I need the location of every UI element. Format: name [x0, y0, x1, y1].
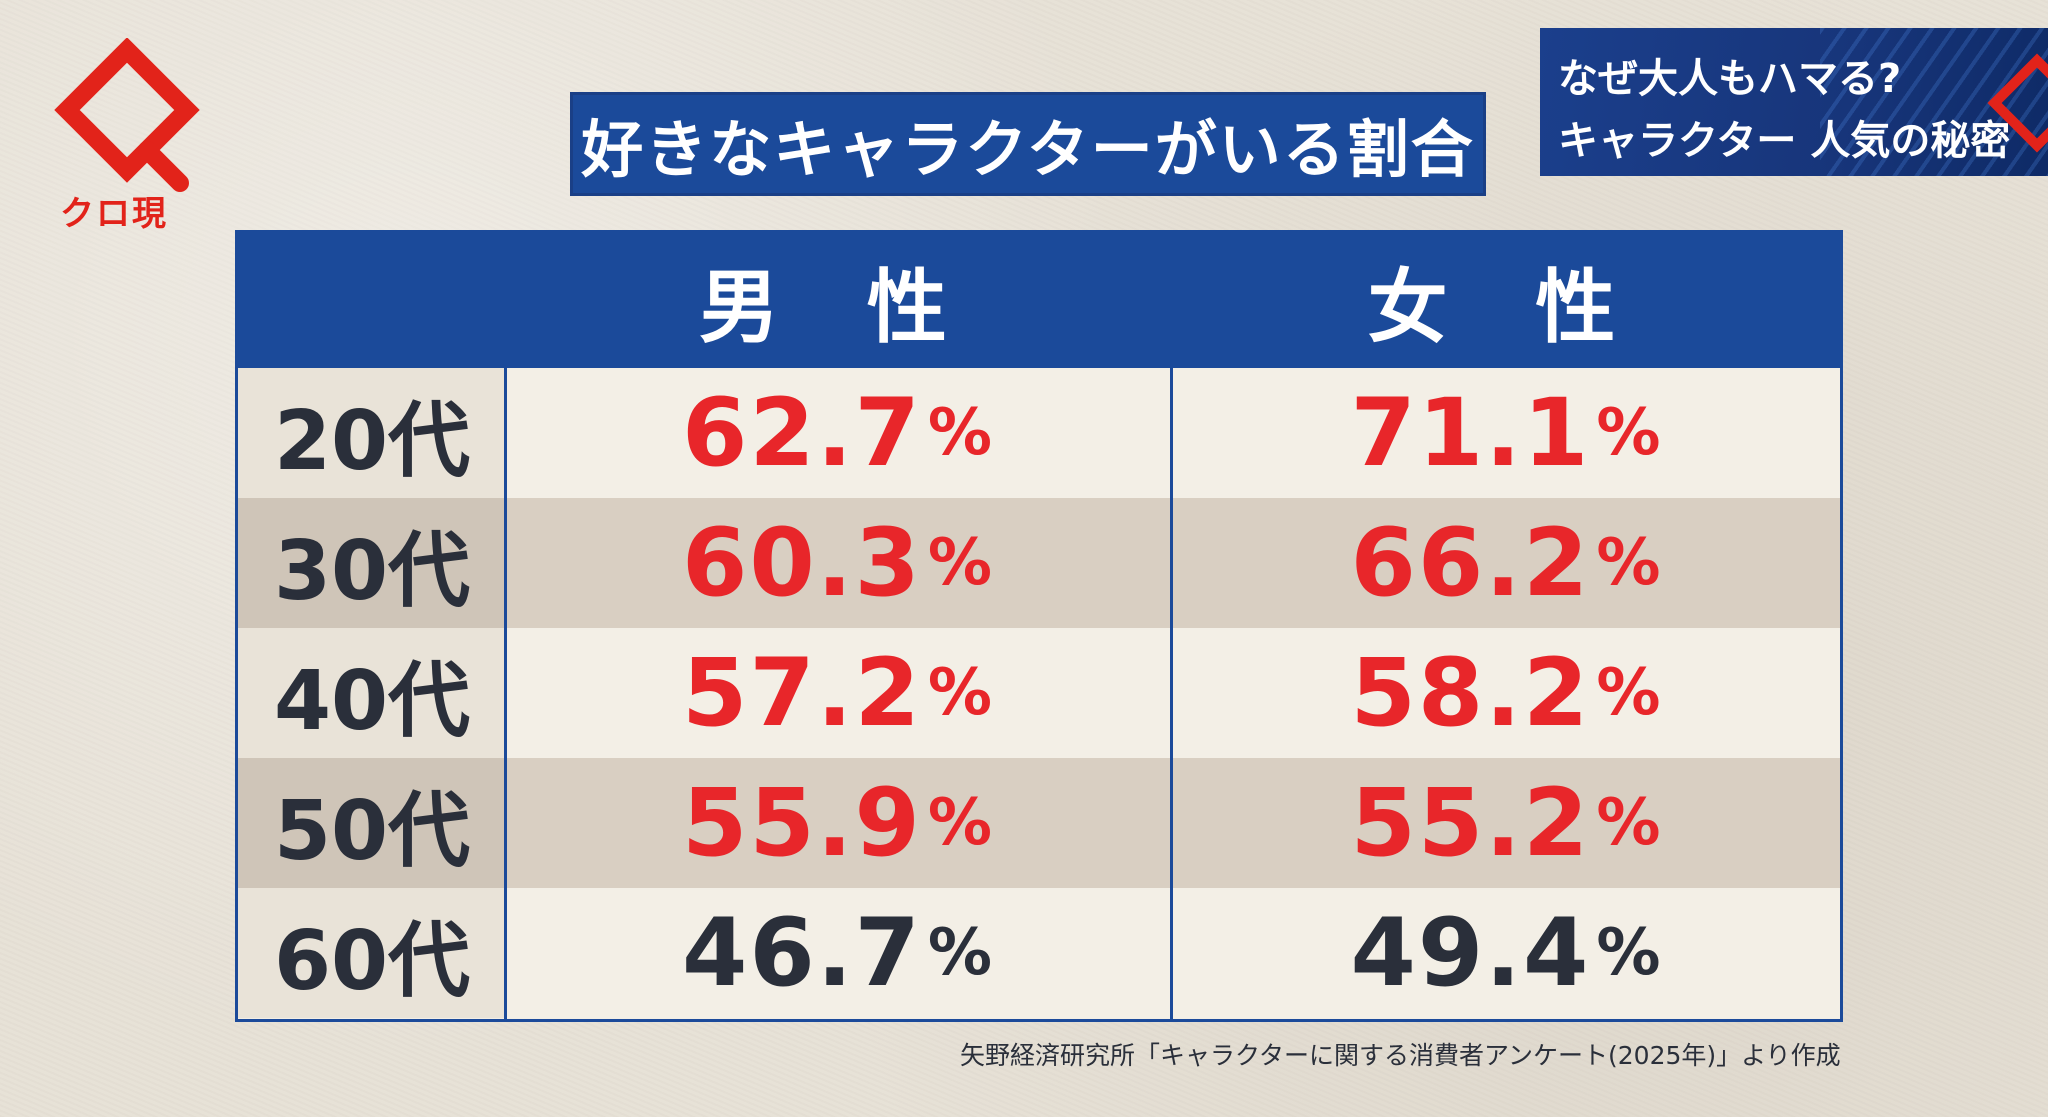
- percent-sign: %: [927, 656, 995, 730]
- data-table: 男 性 女 性 20代 62.7% 71.1% 30代 60.3% 66.2% 40代 57.…: [235, 230, 1843, 1022]
- percent-sign: %: [927, 786, 995, 860]
- program-logo-label: クロ現: [60, 194, 168, 234]
- column-header-male: 男 性: [699, 260, 977, 354]
- segment-title-line-1: なぜ大人もハマる?: [1558, 56, 1902, 102]
- banner-pattern: [1820, 28, 2048, 176]
- age-group-label: 20代: [238, 368, 506, 498]
- female-value-cell: 58.2%: [1173, 628, 1840, 758]
- female-value-cell: 66.2%: [1173, 498, 1840, 628]
- segment-banner: なぜ大人もハマる? キャラクター 人気の秘密: [1540, 28, 2048, 176]
- male-percentage-value: 55.9: [681, 768, 922, 878]
- column-header-female: 女 性: [1367, 260, 1646, 354]
- percent-sign: %: [1596, 396, 1663, 470]
- female-percentage-value: 66.2: [1350, 508, 1591, 618]
- table-row: 50代 55.9% 55.2%: [238, 758, 1840, 888]
- column-divider: [504, 233, 507, 1019]
- male-percentage-value: 46.7: [681, 898, 922, 1008]
- program-logo-icon: [54, 38, 200, 192]
- table-header-row: 男 性 女 性: [238, 233, 1840, 368]
- percent-sign: %: [1596, 526, 1663, 600]
- female-percentage-value: 71.1: [1350, 378, 1591, 488]
- percent-sign: %: [927, 526, 995, 600]
- page-title: 好きなキャラクターがいる割合: [581, 113, 1475, 186]
- female-value-cell: 71.1%: [1173, 368, 1840, 498]
- percent-sign: %: [1596, 916, 1663, 990]
- percent-sign: %: [927, 396, 995, 470]
- male-value-cell: 60.3%: [506, 498, 1170, 628]
- female-value-cell: 55.2%: [1173, 758, 1840, 888]
- percent-sign: %: [927, 916, 995, 990]
- female-percentage-value: 49.4: [1350, 898, 1591, 1008]
- male-value-cell: 55.9%: [506, 758, 1170, 888]
- male-value-cell: 62.7%: [506, 368, 1170, 498]
- female-percentage-value: 55.2: [1350, 768, 1591, 878]
- title-banner: 好きなキャラクターがいる割合: [570, 92, 1486, 196]
- table-row: 40代 57.2% 58.2%: [238, 628, 1840, 758]
- segment-title-line-2: キャラクター 人気の秘密: [1558, 118, 2011, 164]
- age-group-label: 60代: [238, 888, 506, 1018]
- percent-sign: %: [1596, 656, 1663, 730]
- male-percentage-value: 62.7: [681, 378, 922, 488]
- male-value-cell: 46.7%: [506, 888, 1170, 1018]
- age-group-label: 50代: [238, 758, 506, 888]
- female-value-cell: 49.4%: [1173, 888, 1840, 1018]
- table-row: 30代 60.3% 66.2%: [238, 498, 1840, 628]
- column-divider: [1170, 233, 1173, 1019]
- male-value-cell: 57.2%: [506, 628, 1170, 758]
- table-row: 20代 62.7% 71.1%: [238, 368, 1840, 498]
- source-note: 矢野経済研究所「キャラクターに関する消費者アンケート(2025年)」より作成: [960, 1041, 1841, 1070]
- percent-sign: %: [1596, 786, 1663, 860]
- female-percentage-value: 58.2: [1350, 638, 1591, 748]
- age-group-label: 40代: [238, 628, 506, 758]
- table-row: 60代 46.7% 49.4%: [238, 888, 1840, 1018]
- age-group-label: 30代: [238, 498, 506, 628]
- male-percentage-value: 60.3: [681, 508, 922, 618]
- male-percentage-value: 57.2: [681, 638, 922, 748]
